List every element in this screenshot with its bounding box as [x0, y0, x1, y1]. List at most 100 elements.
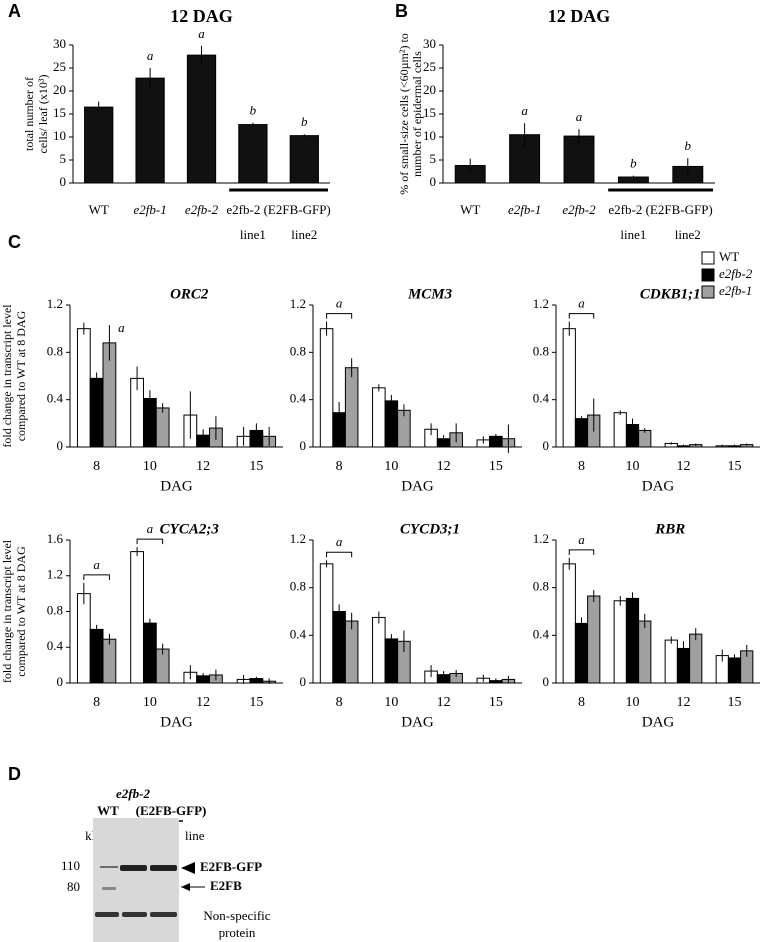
x-tick-label: 8 [336, 695, 343, 710]
y-tick-label: 20 [53, 82, 66, 97]
bar [142, 622, 157, 684]
y-axis-label: total number of [22, 77, 36, 151]
y-axis-label: % of small-size cells (<60µm²) to [397, 33, 411, 195]
x-tick-label: 12 [196, 695, 210, 710]
annotation: a [118, 320, 125, 335]
bar [76, 328, 91, 448]
y-tick-label: 0 [300, 674, 307, 689]
chart-title: MCM3 [407, 286, 453, 302]
group-label: e2fb-2 (E2FB-GFP) [226, 202, 330, 217]
x-axis-label: DAG [642, 478, 675, 494]
y-tick-label: 0.8 [290, 343, 306, 358]
x-tick-label: 8 [578, 695, 585, 710]
x-tick-label: e2fb-1 [133, 202, 166, 217]
y-axis-label: cells/ leaf (x10³) [36, 75, 50, 154]
annotation: a [147, 521, 154, 536]
marker-label: 110 [61, 858, 80, 873]
chart-title: RBR [654, 521, 685, 537]
y-tick-label: 0.4 [290, 626, 307, 641]
bracket [326, 551, 353, 558]
bar [625, 597, 640, 684]
y-tick-label: 1.2 [533, 296, 549, 311]
bracket [568, 313, 595, 319]
x-tick-label: 15 [728, 695, 742, 710]
bar [186, 54, 217, 184]
bar [562, 563, 576, 684]
chart-title: 12 DAG [170, 6, 233, 26]
y-tick-label: 1.2 [47, 296, 63, 311]
x-tick-label: 8 [93, 695, 100, 710]
annotation: a [576, 109, 583, 124]
x-axis-label: DAG [401, 478, 434, 494]
bar [574, 622, 589, 684]
bar [613, 412, 627, 448]
x-tick-label: 10 [384, 695, 398, 710]
y-axis-label: compared to WT at 8 DAG [14, 310, 28, 441]
x-tick-label: 12 [196, 459, 210, 474]
y-tick-label: 0 [57, 674, 64, 689]
y-axis-label: fold change in transcript level [0, 539, 14, 683]
band [122, 912, 147, 917]
annotation: a [336, 296, 343, 311]
x-tick-label: line2 [675, 227, 701, 242]
x-tick-label: line1 [620, 227, 646, 242]
y-tick-label: 0.8 [533, 343, 549, 358]
bar [638, 620, 652, 684]
y-tick-label: 0.8 [533, 579, 549, 594]
y-tick-label: 0 [543, 438, 550, 453]
x-tick-label: 15 [249, 459, 263, 474]
y-tick-label: 0.8 [47, 343, 63, 358]
x-tick-label: 15 [489, 459, 503, 474]
x-tick-label: e2fb-1 [508, 202, 541, 217]
band-label: protein [219, 925, 256, 940]
genotype-label: e2fb-2 [116, 786, 150, 801]
y-tick-label: 0 [57, 438, 64, 453]
bar [130, 551, 144, 684]
x-tick-label: 10 [143, 695, 157, 710]
band [95, 912, 119, 917]
legend-label: e2fb-1 [719, 283, 752, 298]
bar [344, 367, 359, 448]
x-tick-label: 10 [143, 459, 157, 474]
band [150, 912, 177, 917]
bar [319, 328, 334, 448]
bar [89, 377, 104, 448]
bar [384, 400, 399, 448]
annotation: b [301, 114, 308, 129]
band [102, 887, 116, 890]
y-tick-label: 5 [60, 151, 67, 166]
lane-title: line [185, 828, 205, 843]
annotation: a [578, 532, 585, 547]
x-tick-label: 8 [93, 459, 100, 474]
bar [372, 387, 386, 448]
y-tick-label: 30 [53, 36, 66, 51]
y-tick-label: 0.4 [533, 626, 550, 641]
bar [727, 657, 742, 684]
annotation: a [336, 534, 343, 549]
panel-label: A [8, 1, 21, 21]
bar [664, 639, 678, 684]
y-tick-label: 5 [430, 151, 437, 166]
bar [84, 106, 114, 184]
band [120, 865, 147, 871]
y-tick-label: 20 [423, 82, 436, 97]
y-tick-label: 0.4 [290, 391, 307, 406]
annotation: a [93, 557, 100, 572]
y-tick-label: 1.2 [290, 296, 306, 311]
chart-title: CYCA2;3 [160, 521, 220, 537]
y-tick-label: 25 [53, 59, 66, 74]
chart-title: CDKB1;1 [640, 286, 701, 302]
x-tick-label: 15 [249, 695, 263, 710]
bar [613, 600, 627, 684]
bracket [83, 574, 110, 580]
annotation: a [521, 103, 528, 118]
chart-title: ORC2 [170, 286, 209, 302]
chart-title: CYCD3;1 [400, 521, 460, 537]
annotation: b [250, 103, 257, 118]
band-label: E2FB-GFP [200, 859, 262, 874]
y-tick-label: 25 [423, 59, 436, 74]
annotation: a [198, 26, 205, 41]
arrowhead [181, 883, 190, 891]
y-tick-label: 0 [543, 674, 550, 689]
